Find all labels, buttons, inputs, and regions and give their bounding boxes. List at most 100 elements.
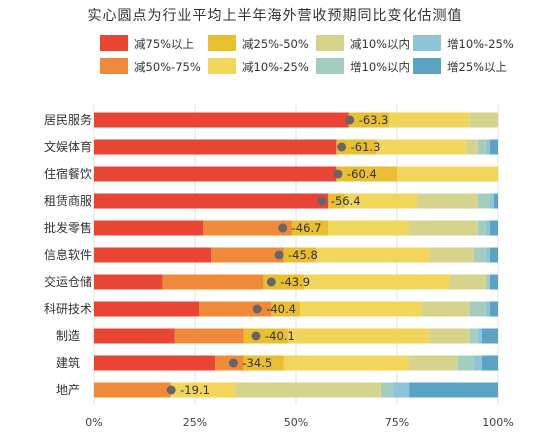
legend-swatch: [100, 35, 128, 51]
category-label: 住宿餐饮: [44, 166, 92, 181]
category-label: 信息软件: [44, 247, 92, 262]
average-label: -63.3: [359, 113, 389, 127]
bar-segment: [421, 301, 470, 317]
average-label: -45.8: [288, 248, 318, 262]
bar-segment: [473, 355, 482, 371]
bar-segment: [409, 382, 498, 398]
bar-segment: [211, 247, 284, 263]
average-dot: [317, 196, 327, 206]
category-label: 租赁商服: [44, 193, 92, 208]
legend-swatch: [208, 58, 236, 74]
bar-segment: [477, 220, 486, 236]
bar-segment: [94, 193, 329, 209]
bar-segment: [477, 193, 490, 209]
bar-segment: [243, 355, 284, 371]
bar-segment: [392, 382, 410, 398]
average-label: -34.5: [242, 356, 272, 370]
bar-segment: [397, 166, 498, 182]
x-tick-label: 50%: [284, 416, 308, 429]
bar-segment: [94, 328, 175, 344]
average-dot: [337, 142, 347, 152]
bar-segment: [344, 193, 418, 209]
average-dot: [228, 358, 238, 368]
bar-segment: [409, 220, 478, 236]
average-dot: [278, 223, 288, 233]
legend-label: 减10%-25%: [242, 60, 309, 74]
x-tick-label: 75%: [385, 416, 409, 429]
bar-segment: [94, 112, 349, 128]
x-tick-label: 100%: [482, 416, 513, 429]
bar-segment: [489, 220, 498, 236]
bar-segment: [489, 301, 498, 317]
category-label: 建筑: [56, 355, 80, 370]
bar-segment: [328, 220, 410, 236]
average-dot: [266, 277, 276, 287]
bar-segment: [94, 139, 337, 155]
average-dot: [333, 169, 343, 179]
bar-segment: [271, 301, 301, 317]
bar-segment: [493, 193, 498, 209]
bar-segment: [291, 220, 329, 236]
average-label: -19.1: [180, 383, 210, 397]
bar-segment: [429, 328, 470, 344]
bar-segment: [170, 382, 236, 398]
bar-segment: [388, 112, 470, 128]
category-label: 文娱体育: [44, 139, 92, 154]
legend-swatch: [208, 35, 236, 51]
bar-segment: [469, 112, 498, 128]
bar-segment: [94, 247, 212, 263]
bar-segment: [235, 382, 381, 398]
bar-segment: [304, 274, 450, 290]
bar-segment: [457, 355, 474, 371]
bar-segment: [94, 355, 216, 371]
category-label: 地产: [56, 383, 80, 397]
bar-segment: [481, 328, 498, 344]
bar-segment: [287, 328, 430, 344]
legend-swatch: [100, 58, 128, 74]
x-tick-label: 0%: [85, 416, 102, 429]
bar-segment: [481, 355, 498, 371]
bar-segment: [94, 301, 200, 317]
bar-segment: [489, 193, 494, 209]
category-label: 居民服务: [44, 112, 92, 127]
bar-segment: [94, 166, 337, 182]
bar-segment: [94, 220, 204, 236]
average-dot: [251, 331, 261, 341]
bar-segment: [94, 382, 171, 398]
bar-segment: [283, 247, 317, 263]
bar-segment: [348, 112, 389, 128]
average-label: -40.1: [265, 329, 295, 343]
bar-segment: [336, 139, 377, 155]
bar-segment: [477, 328, 482, 344]
average-label: -40.4: [266, 302, 296, 316]
bar-segment: [199, 301, 272, 317]
bar-segment: [203, 220, 292, 236]
legend-label: 增10%-25%: [447, 37, 514, 51]
legend-label: 减25%-50%: [242, 37, 309, 51]
bar-segment: [489, 139, 498, 155]
legend-swatch: [316, 35, 344, 51]
category-label: 科研技术: [44, 302, 92, 316]
average-dot: [345, 115, 355, 125]
legend-label: 增10%以内: [350, 60, 410, 74]
bar-segment: [469, 301, 486, 317]
category-label: 交运仓储: [44, 274, 92, 289]
bar-segment: [380, 382, 393, 398]
average-label: -46.7: [292, 221, 322, 235]
bar-segment: [485, 220, 490, 236]
bar-segment: [376, 139, 466, 155]
bar-segment: [283, 355, 410, 371]
bar-segment: [489, 247, 498, 263]
bar-segment: [162, 274, 264, 290]
bar-segment: [328, 193, 345, 209]
chart-title: 实心圆点为行业平均上半年海外营收预期同比变化估测值: [87, 8, 463, 24]
average-label: -56.4: [331, 194, 361, 208]
category-label: 制造: [56, 329, 80, 343]
bar-segment: [477, 139, 486, 155]
average-label: -61.3: [351, 140, 381, 154]
x-tick-label: 25%: [183, 416, 207, 429]
legend-label: 减75%以上: [134, 37, 194, 51]
average-dot: [252, 304, 262, 314]
